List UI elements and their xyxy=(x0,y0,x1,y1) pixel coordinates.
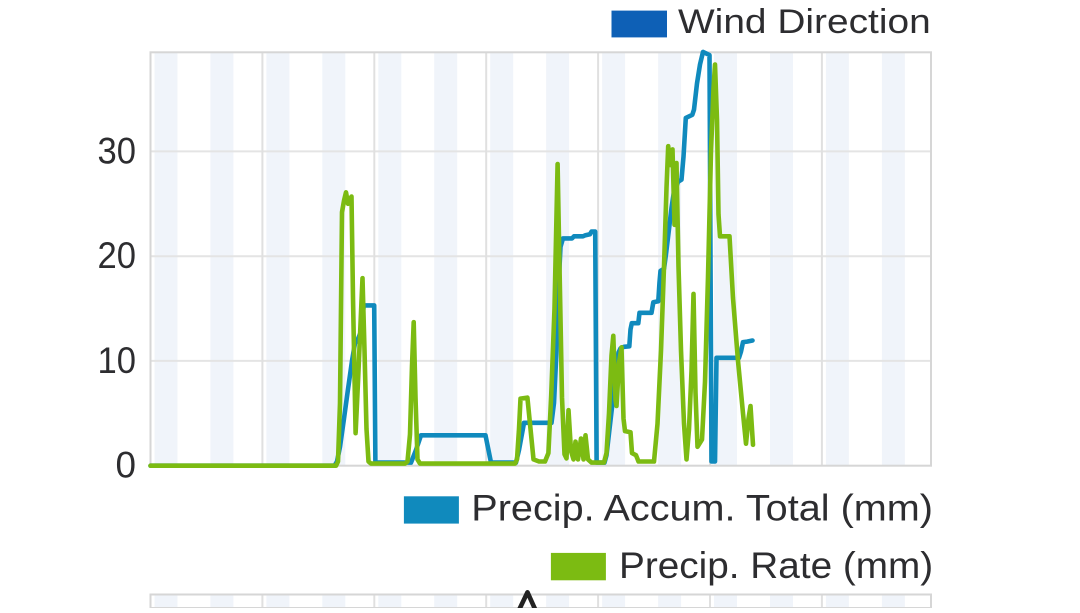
svg-text:20: 20 xyxy=(98,234,137,276)
svg-text:Precip. Rate (mm): Precip. Rate (mm) xyxy=(619,545,933,586)
svg-text:10: 10 xyxy=(98,339,137,381)
svg-text:Wind Direction: Wind Direction xyxy=(678,3,931,41)
svg-text:Precip. Accum. Total (mm): Precip. Accum. Total (mm) xyxy=(471,488,933,529)
svg-text:0: 0 xyxy=(116,444,137,486)
svg-text:30: 30 xyxy=(98,129,137,171)
